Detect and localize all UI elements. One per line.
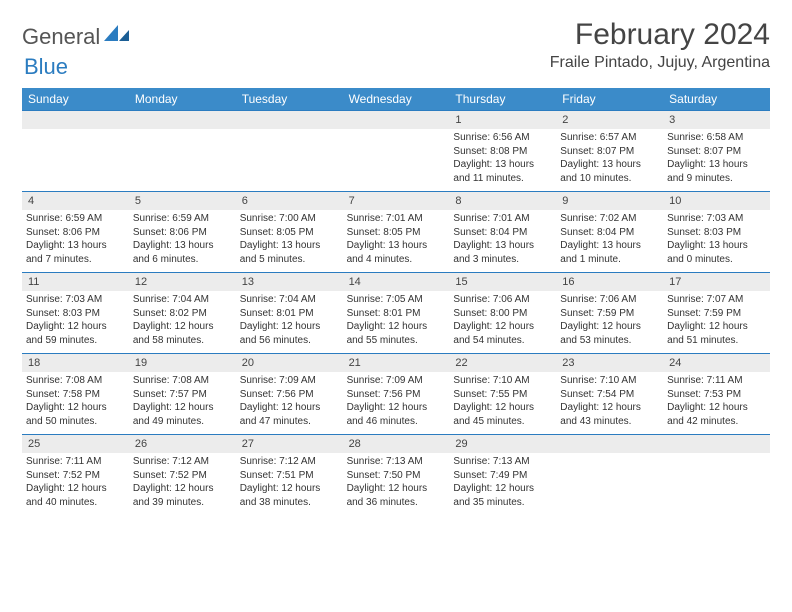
day-details: Sunrise: 7:11 AM Sunset: 7:52 PM Dayligh…: [22, 453, 129, 515]
daynum-row: 11121314151617: [22, 272, 770, 291]
day-number: 14: [343, 273, 450, 291]
daynum-row: 45678910: [22, 191, 770, 210]
day-number: [343, 111, 450, 129]
day-details: Sunrise: 7:06 AM Sunset: 7:59 PM Dayligh…: [556, 291, 663, 353]
day-details: Sunrise: 6:59 AM Sunset: 8:06 PM Dayligh…: [129, 210, 236, 272]
day-details: Sunrise: 7:09 AM Sunset: 7:56 PM Dayligh…: [236, 372, 343, 434]
day-number: 16: [556, 273, 663, 291]
day-number: 21: [343, 354, 450, 372]
day-number: 8: [449, 192, 556, 210]
day-details: [22, 129, 129, 191]
day-details: [236, 129, 343, 191]
day-details: Sunrise: 6:59 AM Sunset: 8:06 PM Dayligh…: [22, 210, 129, 272]
day-number: 18: [22, 354, 129, 372]
day-number: 4: [22, 192, 129, 210]
day-details: Sunrise: 7:07 AM Sunset: 7:59 PM Dayligh…: [663, 291, 770, 353]
day-details: Sunrise: 7:10 AM Sunset: 7:54 PM Dayligh…: [556, 372, 663, 434]
day-details: Sunrise: 6:57 AM Sunset: 8:07 PM Dayligh…: [556, 129, 663, 191]
day-details: Sunrise: 7:08 AM Sunset: 7:57 PM Dayligh…: [129, 372, 236, 434]
day-details: Sunrise: 7:12 AM Sunset: 7:52 PM Dayligh…: [129, 453, 236, 515]
day-number: 17: [663, 273, 770, 291]
day-details: Sunrise: 7:10 AM Sunset: 7:55 PM Dayligh…: [449, 372, 556, 434]
day-number: 23: [556, 354, 663, 372]
day-details: Sunrise: 7:08 AM Sunset: 7:58 PM Dayligh…: [22, 372, 129, 434]
day-number: 6: [236, 192, 343, 210]
day-number: 27: [236, 435, 343, 453]
logo-text-general: General: [22, 24, 100, 50]
day-details: Sunrise: 7:13 AM Sunset: 7:50 PM Dayligh…: [343, 453, 450, 515]
day-number: 11: [22, 273, 129, 291]
day-number: 5: [129, 192, 236, 210]
day-details: Sunrise: 7:12 AM Sunset: 7:51 PM Dayligh…: [236, 453, 343, 515]
title-block: February 2024 Fraile Pintado, Jujuy, Arg…: [550, 18, 770, 72]
day-number: 13: [236, 273, 343, 291]
calendar: Sunday Monday Tuesday Wednesday Thursday…: [22, 88, 770, 515]
day-details: [129, 129, 236, 191]
day-number: 22: [449, 354, 556, 372]
day-details: [343, 129, 450, 191]
day-details: Sunrise: 7:05 AM Sunset: 8:01 PM Dayligh…: [343, 291, 450, 353]
day-details: Sunrise: 7:03 AM Sunset: 8:03 PM Dayligh…: [22, 291, 129, 353]
daynum-row: 2526272829: [22, 434, 770, 453]
logo: General: [22, 24, 104, 50]
day-header-sun: Sunday: [22, 88, 129, 110]
day-details: Sunrise: 6:56 AM Sunset: 8:08 PM Dayligh…: [449, 129, 556, 191]
day-number: [556, 435, 663, 453]
day-details: Sunrise: 7:00 AM Sunset: 8:05 PM Dayligh…: [236, 210, 343, 272]
details-row: Sunrise: 7:08 AM Sunset: 7:58 PM Dayligh…: [22, 372, 770, 434]
day-details: Sunrise: 7:02 AM Sunset: 8:04 PM Dayligh…: [556, 210, 663, 272]
details-row: Sunrise: 6:59 AM Sunset: 8:06 PM Dayligh…: [22, 210, 770, 272]
day-details: Sunrise: 7:04 AM Sunset: 8:02 PM Dayligh…: [129, 291, 236, 353]
day-number: 2: [556, 111, 663, 129]
day-number: [129, 111, 236, 129]
day-details: Sunrise: 7:04 AM Sunset: 8:01 PM Dayligh…: [236, 291, 343, 353]
day-number: 26: [129, 435, 236, 453]
day-number: 10: [663, 192, 770, 210]
day-number: [236, 111, 343, 129]
day-header-wed: Wednesday: [343, 88, 450, 110]
day-details: Sunrise: 7:13 AM Sunset: 7:49 PM Dayligh…: [449, 453, 556, 515]
details-row: Sunrise: 7:03 AM Sunset: 8:03 PM Dayligh…: [22, 291, 770, 353]
day-details: Sunrise: 7:01 AM Sunset: 8:04 PM Dayligh…: [449, 210, 556, 272]
day-header-thu: Thursday: [449, 88, 556, 110]
day-number: [663, 435, 770, 453]
location-text: Fraile Pintado, Jujuy, Argentina: [550, 54, 770, 72]
logo-text-blue: Blue: [24, 54, 68, 79]
day-header-mon: Monday: [129, 88, 236, 110]
day-header-row: Sunday Monday Tuesday Wednesday Thursday…: [22, 88, 770, 110]
day-number: 19: [129, 354, 236, 372]
day-number: 12: [129, 273, 236, 291]
weeks-container: 123Sunrise: 6:56 AM Sunset: 8:08 PM Dayl…: [22, 110, 770, 515]
day-number: 28: [343, 435, 450, 453]
day-header-tue: Tuesday: [236, 88, 343, 110]
details-row: Sunrise: 7:11 AM Sunset: 7:52 PM Dayligh…: [22, 453, 770, 515]
day-number: 7: [343, 192, 450, 210]
day-number: 20: [236, 354, 343, 372]
day-details: Sunrise: 7:01 AM Sunset: 8:05 PM Dayligh…: [343, 210, 450, 272]
day-details: Sunrise: 7:06 AM Sunset: 8:00 PM Dayligh…: [449, 291, 556, 353]
day-number: 1: [449, 111, 556, 129]
daynum-row: 123: [22, 110, 770, 129]
day-header-fri: Friday: [556, 88, 663, 110]
day-number: 3: [663, 111, 770, 129]
day-header-sat: Saturday: [663, 88, 770, 110]
day-number: 24: [663, 354, 770, 372]
day-number: [22, 111, 129, 129]
day-details: Sunrise: 7:11 AM Sunset: 7:53 PM Dayligh…: [663, 372, 770, 434]
day-details: Sunrise: 6:58 AM Sunset: 8:07 PM Dayligh…: [663, 129, 770, 191]
day-number: 15: [449, 273, 556, 291]
day-number: 25: [22, 435, 129, 453]
day-details: Sunrise: 7:03 AM Sunset: 8:03 PM Dayligh…: [663, 210, 770, 272]
details-row: Sunrise: 6:56 AM Sunset: 8:08 PM Dayligh…: [22, 129, 770, 191]
month-title: February 2024: [550, 18, 770, 52]
daynum-row: 18192021222324: [22, 353, 770, 372]
day-details: Sunrise: 7:09 AM Sunset: 7:56 PM Dayligh…: [343, 372, 450, 434]
day-number: 29: [449, 435, 556, 453]
day-number: 9: [556, 192, 663, 210]
day-details: [663, 453, 770, 515]
day-details: [556, 453, 663, 515]
logo-sail-icon: [104, 25, 130, 43]
